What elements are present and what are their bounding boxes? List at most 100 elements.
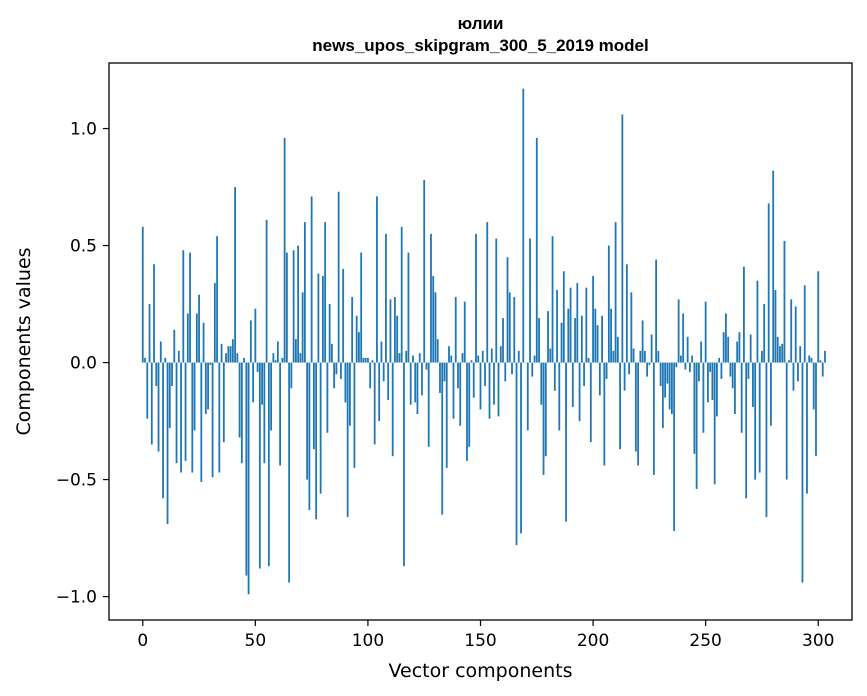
bar [598, 362, 601, 396]
bar [195, 313, 198, 363]
bar [272, 353, 275, 363]
bar [328, 304, 331, 363]
bar [337, 191, 340, 363]
bar [274, 360, 277, 363]
bar [607, 245, 610, 363]
bar [589, 362, 592, 443]
bar [752, 362, 754, 408]
bar [511, 362, 513, 375]
bar [538, 318, 540, 363]
bar [220, 343, 223, 363]
bar [799, 346, 802, 363]
chart-title: юлии [458, 14, 504, 33]
bar [331, 343, 333, 363]
bar [502, 318, 504, 363]
bar [360, 252, 363, 363]
bar [466, 362, 468, 461]
bar [684, 362, 687, 370]
bar [216, 236, 218, 363]
bar [459, 362, 462, 426]
bar [614, 222, 617, 363]
bar [457, 362, 459, 389]
bar [400, 226, 403, 363]
bar [817, 271, 820, 363]
x-tick-label: 200 [577, 631, 609, 651]
bar [380, 341, 383, 363]
bar [434, 292, 437, 363]
bar [303, 222, 306, 363]
bar [189, 252, 191, 363]
bar [173, 329, 176, 363]
bar [499, 346, 502, 363]
bar [565, 362, 567, 522]
bar [763, 304, 766, 363]
bar [180, 362, 182, 473]
bar [263, 362, 266, 464]
bar [213, 282, 216, 363]
bar [351, 297, 354, 363]
bar [801, 362, 804, 583]
bar [292, 250, 295, 363]
bar [605, 362, 608, 379]
bar [430, 233, 432, 363]
bar [583, 362, 585, 386]
x-tick-label: 100 [352, 631, 384, 651]
bar [722, 332, 725, 363]
bar [601, 315, 603, 363]
bar [659, 362, 662, 386]
bar [785, 362, 788, 480]
bar [682, 313, 685, 363]
bar [175, 362, 178, 464]
bar [580, 315, 583, 363]
bar [297, 245, 300, 363]
bar [247, 362, 250, 595]
bar [258, 362, 261, 569]
bar [290, 362, 293, 389]
bar [191, 362, 194, 473]
y-axis-ticks: −1.0 −0.5 0.0 0.5 1.0 [56, 120, 109, 608]
bar [558, 362, 561, 431]
bar [529, 238, 531, 363]
bar [412, 355, 414, 363]
bar [571, 362, 574, 408]
bar [486, 222, 489, 363]
bar [276, 341, 279, 363]
bar [553, 362, 556, 391]
bar [709, 362, 712, 372]
bar [700, 341, 703, 363]
bar [231, 339, 234, 363]
bar [567, 308, 570, 363]
bar [788, 360, 790, 363]
bar [211, 362, 214, 478]
bar [306, 362, 309, 480]
bar [736, 341, 739, 363]
bar [346, 362, 349, 518]
bar [333, 362, 336, 389]
bar [767, 203, 770, 363]
bar [812, 362, 815, 410]
bar [574, 318, 576, 363]
bar [285, 252, 288, 363]
bar [326, 362, 329, 433]
bar [310, 196, 313, 363]
bar [436, 339, 439, 363]
bar [299, 353, 302, 363]
bar [441, 362, 444, 515]
bar [236, 353, 239, 363]
bar [666, 362, 669, 384]
bar [824, 350, 826, 363]
bar [562, 271, 565, 363]
bar [353, 362, 356, 468]
bar [184, 362, 187, 461]
bar [623, 362, 626, 391]
bar [315, 362, 318, 520]
bar [531, 362, 534, 377]
bar [225, 353, 227, 363]
bar [141, 226, 144, 363]
bar [765, 362, 768, 518]
bar [376, 196, 378, 363]
bar [585, 287, 588, 363]
bar [362, 357, 365, 363]
bar [551, 236, 554, 363]
